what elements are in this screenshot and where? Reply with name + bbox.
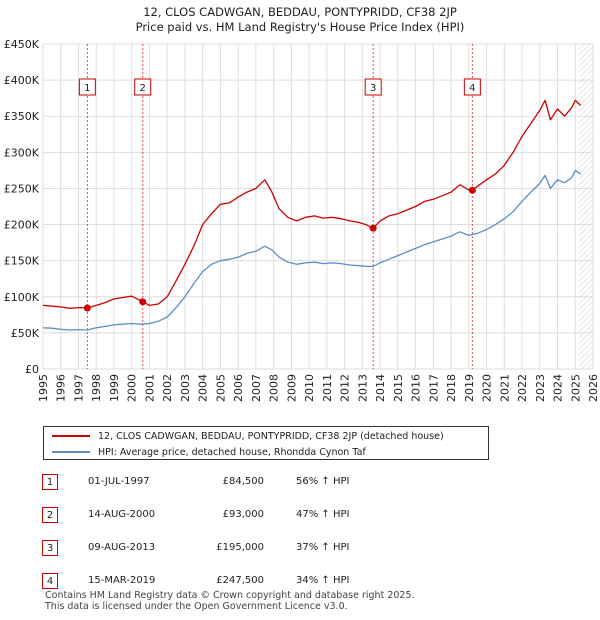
x-tick-label: 2015 [392, 374, 405, 402]
table-row: 2 14-AUG-2000 £93,000 47% ↑ HPI [42, 507, 402, 525]
y-tick-label: £200K [4, 219, 40, 232]
x-tick-label: 1999 [108, 374, 121, 402]
x-tick-label: 2008 [268, 374, 281, 402]
x-tick-label: 1997 [72, 374, 85, 402]
sale-hpi: 34% ↑ HPI [296, 575, 350, 586]
legend-swatch-house [52, 435, 90, 437]
x-tick-label: 2016 [410, 374, 423, 402]
sale-number: 1 [42, 474, 58, 490]
sale-box-label: 1 [84, 83, 90, 94]
sale-hpi: 37% ↑ HPI [296, 542, 350, 553]
y-tick-label: £300K [4, 146, 40, 159]
sale-price: £195,000 [216, 542, 264, 553]
x-tick-label: 2001 [143, 374, 156, 402]
x-tick-label: 2020 [481, 374, 494, 402]
sale-hpi: 56% ↑ HPI [296, 476, 350, 487]
legend: 12, CLOS CADWGAN, BEDDAU, PONTYPRIDD, CF… [43, 426, 489, 460]
sale-number: 2 [42, 507, 58, 523]
sale-date: 14-AUG-2000 [88, 509, 156, 520]
sale-point [83, 304, 91, 312]
sale-number: 3 [42, 540, 58, 556]
footer-line-2: This data is licensed under the Open Gov… [45, 601, 348, 612]
x-tick-label: 2012 [339, 374, 352, 402]
sale-price: £84,500 [222, 476, 264, 487]
sale-date: 15-MAR-2019 [88, 575, 156, 586]
y-tick-label: £350K [4, 110, 40, 123]
sale-marker-box: 4 [463, 78, 481, 96]
legend-item-hpi: HPI: Average price, detached house, Rhon… [52, 445, 366, 459]
sale-marker-box: 1 [78, 78, 96, 96]
sale-box [463, 78, 481, 96]
price-chart: 12, CLOS CADWGAN, BEDDAU, PONTYPRIDD, CF… [4, 5, 600, 402]
y-tick-label: £0 [25, 363, 39, 376]
x-tick-label: 2019 [463, 374, 476, 402]
sale-marker-box: 2 [134, 78, 152, 96]
table-row: 4 15-MAR-2019 £247,500 34% ↑ HPI [42, 573, 402, 591]
x-tick-label: 2013 [356, 374, 369, 402]
sale-hpi: 47% ↑ HPI [296, 509, 350, 520]
x-tick-label: 2021 [498, 374, 511, 402]
table-row: 3 09-AUG-2013 £195,000 37% ↑ HPI [42, 540, 402, 558]
y-tick-label: £50K [11, 327, 40, 340]
x-tick-label: 2007 [250, 374, 263, 402]
y-tick-label: £250K [4, 182, 40, 195]
chart-subtitle: Price paid vs. HM Land Registry's House … [136, 20, 465, 34]
x-tick-label: 1996 [55, 374, 68, 402]
sale-price: £247,500 [216, 575, 264, 586]
legend-item-house: 12, CLOS CADWGAN, BEDDAU, PONTYPRIDD, CF… [52, 429, 444, 443]
chart-title: 12, CLOS CADWGAN, BEDDAU, PONTYPRIDD, CF… [143, 5, 457, 19]
x-tick-label: 2005 [214, 374, 227, 402]
legend-label-house: 12, CLOS CADWGAN, BEDDAU, PONTYPRIDD, CF… [98, 430, 444, 442]
x-tick-label: 2014 [374, 374, 387, 402]
sale-point [369, 224, 377, 232]
sale-date: 01-JUL-1997 [88, 476, 150, 487]
x-tick-label: 2011 [321, 374, 334, 402]
x-tick-label: 2024 [552, 374, 565, 402]
hpi-line [42, 169, 581, 331]
sale-box [134, 78, 152, 96]
y-tick-label: £450K [4, 38, 40, 51]
x-tick-label: 2023 [534, 374, 547, 402]
x-tick-label: 2000 [126, 374, 139, 402]
sale-box-label: 3 [370, 83, 376, 94]
y-tick-label: £400K [4, 74, 40, 87]
sale-box-label: 2 [140, 83, 146, 94]
x-tick-label: 2003 [179, 374, 192, 402]
x-tick-label: 2018 [445, 374, 458, 402]
x-tick-label: 2006 [232, 374, 245, 402]
legend-label-hpi: HPI: Average price, detached house, Rhon… [98, 446, 366, 458]
x-tick-label: 2026 [587, 374, 600, 402]
x-tick-label: 2010 [303, 374, 316, 402]
x-tick-label: 1995 [37, 374, 50, 402]
table-row: 1 01-JUL-1997 £84,500 56% ↑ HPI [42, 474, 402, 492]
sale-box [364, 78, 382, 96]
sale-date: 09-AUG-2013 [88, 542, 156, 553]
footer-line-1: Contains HM Land Registry data © Crown c… [45, 590, 415, 601]
x-tick-label: 2002 [161, 374, 174, 402]
x-tick-label: 2022 [516, 374, 529, 402]
sale-point [468, 186, 476, 194]
sale-point [139, 298, 147, 306]
x-tick-label: 2009 [285, 374, 298, 402]
sale-box-label: 4 [469, 83, 475, 94]
footer: Contains HM Land Registry data © Crown c… [45, 590, 415, 612]
x-tick-label: 2025 [569, 374, 582, 402]
legend-swatch-hpi [52, 451, 90, 453]
sale-price: £93,000 [222, 509, 264, 520]
future-hatch [578, 44, 593, 369]
y-tick-label: £150K [4, 255, 40, 268]
y-tick-label: £100K [4, 291, 40, 304]
sale-marker-box: 3 [364, 78, 382, 96]
sale-box [78, 78, 96, 96]
x-tick-label: 2017 [427, 374, 440, 402]
plot-area [43, 44, 593, 369]
sale-number: 4 [42, 573, 58, 589]
x-tick-label: 1998 [90, 374, 103, 402]
x-tick-label: 2004 [197, 374, 210, 402]
